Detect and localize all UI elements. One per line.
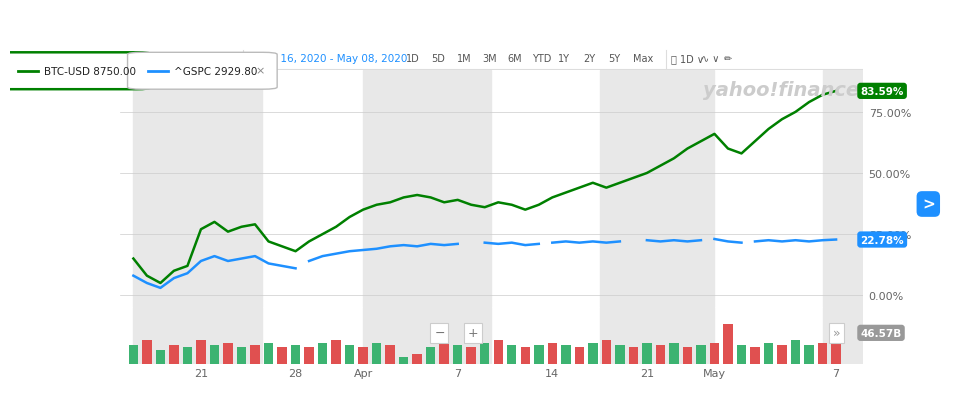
Text: 1D: 1D [406, 54, 420, 64]
Text: 22.78%: 22.78% [860, 235, 904, 245]
Bar [574, 348, 584, 364]
Bar [169, 345, 178, 364]
Bar [426, 348, 435, 364]
Text: 6M: 6M [507, 54, 522, 64]
Bar [345, 345, 354, 364]
Bar [561, 345, 571, 364]
Text: yahoo!finance: yahoo!finance [703, 81, 859, 99]
Bar [823, 308, 863, 364]
Bar [210, 345, 220, 364]
Bar [534, 345, 544, 364]
Bar [669, 343, 679, 364]
Bar [737, 345, 746, 364]
Text: 2Y: 2Y [583, 54, 595, 64]
Text: 1Y: 1Y [557, 54, 570, 64]
Bar [723, 324, 733, 364]
Text: 5D: 5D [432, 54, 445, 64]
Bar [363, 71, 492, 308]
Bar [750, 348, 760, 364]
Text: ✏: ✏ [723, 54, 732, 64]
Bar [250, 345, 260, 364]
Bar [763, 343, 773, 364]
FancyBboxPatch shape [0, 53, 151, 90]
Bar [629, 348, 638, 364]
Bar [656, 345, 666, 364]
Bar [237, 348, 246, 364]
Text: BTC-USD 8750.00: BTC-USD 8750.00 [44, 67, 136, 76]
Bar [507, 345, 517, 364]
FancyBboxPatch shape [128, 53, 277, 90]
Bar [601, 341, 611, 364]
Bar [521, 348, 530, 364]
Bar [129, 345, 138, 364]
Bar [588, 343, 597, 364]
Text: 46.57B: 46.57B [860, 328, 901, 338]
Bar [317, 343, 327, 364]
Bar [332, 341, 340, 364]
Text: 3M: 3M [481, 54, 497, 64]
Bar [831, 338, 841, 364]
Text: Max: Max [634, 54, 654, 64]
Text: ^GSPC 2929.80: ^GSPC 2929.80 [174, 67, 257, 76]
Text: ∿ ∨: ∿ ∨ [701, 54, 719, 64]
Bar [183, 348, 192, 364]
Bar [480, 343, 489, 364]
Bar [291, 345, 300, 364]
Bar [683, 348, 692, 364]
Bar [386, 345, 395, 364]
Bar [818, 343, 828, 364]
Bar [372, 343, 382, 364]
Bar [412, 355, 422, 364]
Text: 83.59%: 83.59% [860, 87, 903, 97]
Bar [264, 343, 273, 364]
Text: Comparison: Comparison [191, 54, 254, 64]
Text: ⊕: ⊕ [181, 54, 190, 64]
Bar [133, 308, 262, 364]
Bar [643, 343, 651, 364]
Bar [615, 345, 624, 364]
Text: >: > [922, 197, 935, 212]
Bar [277, 348, 287, 364]
Text: »: » [832, 326, 840, 339]
Bar [823, 71, 863, 308]
Bar [439, 343, 449, 364]
Bar [710, 343, 719, 364]
Bar [494, 341, 503, 364]
Bar [791, 341, 800, 364]
Text: 5Y: 5Y [608, 54, 620, 64]
Text: 📅 Mar 16, 2020 - May 08, 2020: 📅 Mar 16, 2020 - May 08, 2020 [247, 54, 407, 64]
Text: 🗓 1D ∨: 🗓 1D ∨ [671, 54, 704, 64]
Bar [599, 71, 714, 308]
Bar [778, 345, 786, 364]
Text: −: − [434, 326, 445, 339]
Bar [453, 345, 462, 364]
Text: ⊕: ⊕ [126, 54, 134, 64]
Text: +: + [468, 326, 479, 339]
Text: Indicators: Indicators [136, 54, 188, 64]
Bar [304, 348, 314, 364]
Text: YTD: YTD [532, 54, 551, 64]
Bar [805, 345, 814, 364]
Bar [599, 308, 714, 364]
Bar [399, 357, 409, 364]
Bar [155, 350, 165, 364]
Bar [548, 343, 557, 364]
Bar [133, 71, 262, 308]
Text: 1M: 1M [456, 54, 471, 64]
Bar [197, 341, 205, 364]
Text: ×: × [255, 67, 265, 76]
Bar [359, 348, 368, 364]
Bar [696, 345, 706, 364]
Bar [466, 348, 476, 364]
Bar [363, 308, 492, 364]
Bar [142, 341, 152, 364]
Bar [223, 343, 233, 364]
